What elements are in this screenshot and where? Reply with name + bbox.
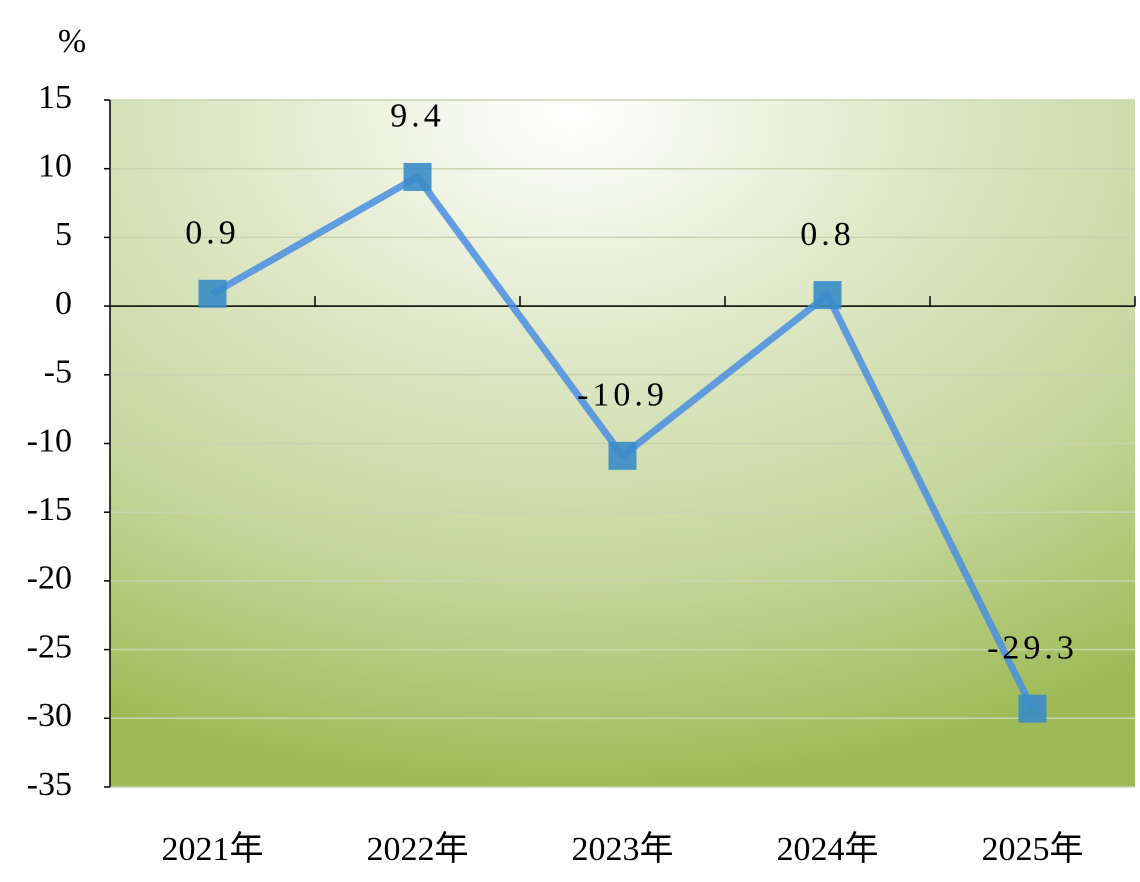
marker [1018,694,1047,723]
data-label: 9.4 [390,98,445,135]
x-tick-label: 2021年 [162,830,264,868]
y-tick-label: 0 [55,285,72,322]
data-label: -29.3 [987,629,1078,666]
y-tick-label: -30 [27,697,72,734]
y-axis-unit: % [58,23,86,60]
y-tick-label: 15 [38,79,72,116]
y-tick-label: 5 [55,216,72,253]
x-tick-label: 2023年 [572,830,674,868]
y-tick-label: -10 [27,422,72,459]
y-tick-label: -35 [27,766,72,803]
data-label: -10.9 [577,377,668,414]
data-label: 0.8 [800,216,855,253]
y-tick-label: 10 [38,147,72,184]
x-tick-label: 2022年 [367,830,469,868]
marker [198,279,227,308]
y-tick-label: -20 [27,560,72,597]
marker [608,441,637,470]
marker [403,162,432,191]
y-tick-label: -5 [44,354,72,391]
x-tick-label: 2024年 [777,830,879,868]
y-tick-label: -25 [27,628,72,665]
y-tick-label: -15 [27,491,72,528]
data-label: 0.9 [185,215,240,252]
marker [813,281,842,310]
x-tick-label: 2025年 [982,830,1084,868]
